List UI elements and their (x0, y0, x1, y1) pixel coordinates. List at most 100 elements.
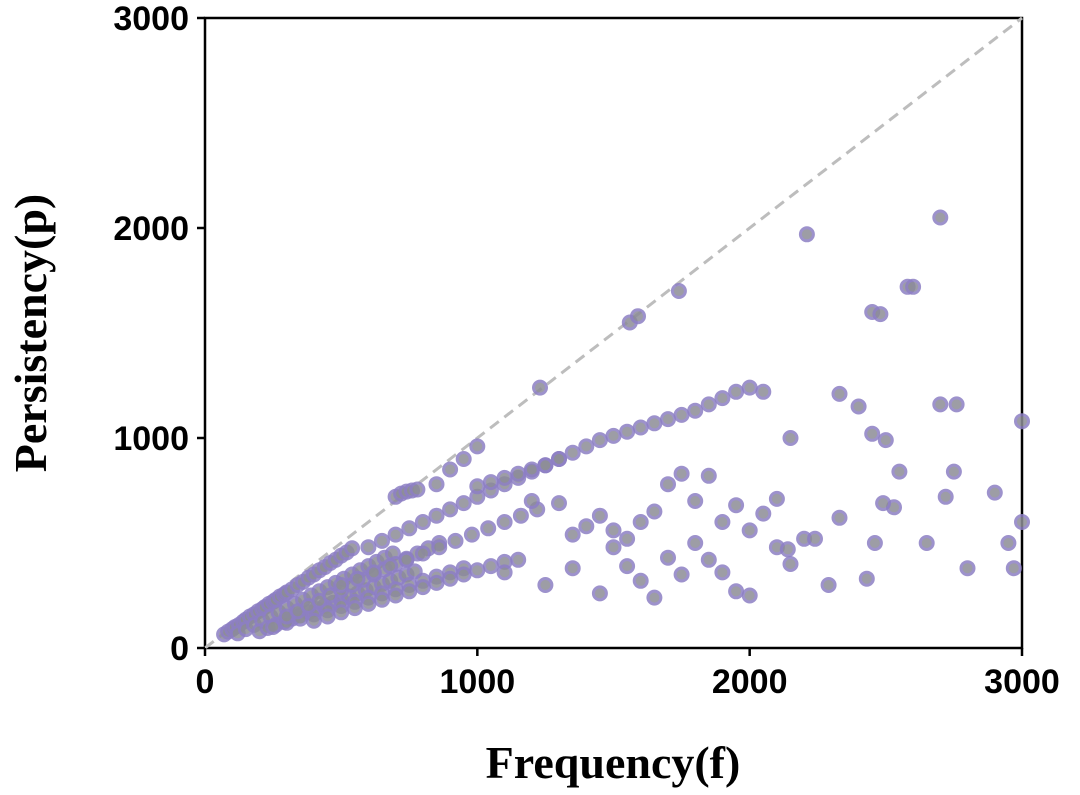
data-point (510, 465, 527, 482)
data-point (660, 411, 676, 428)
data-point (537, 577, 554, 593)
x-tick-label: 3000 (984, 663, 1060, 701)
data-point (532, 379, 548, 396)
data-point (469, 438, 486, 455)
data-point (344, 540, 361, 557)
data-point (480, 520, 497, 537)
data-point (768, 490, 785, 507)
y-tick-label: 2000 (113, 210, 189, 248)
data-point (414, 514, 431, 530)
data-point (630, 308, 646, 325)
data-point (564, 526, 581, 543)
data-point (333, 577, 350, 593)
x-axis-ticks: 0 1000 2000 3000 (196, 648, 1060, 701)
data-point (850, 398, 867, 415)
data-point (455, 566, 472, 583)
data-point (619, 558, 636, 575)
data-point (673, 465, 690, 482)
y-tick-label: 1000 (113, 420, 189, 458)
data-point (496, 469, 513, 486)
x-axis-label: Frequency(f) (486, 737, 741, 788)
data-point (877, 432, 894, 449)
data-point (782, 556, 799, 572)
data-point (687, 402, 704, 419)
data-point (401, 520, 418, 537)
data-point (431, 539, 448, 556)
data-point (455, 495, 472, 512)
data-point (496, 514, 513, 530)
data-point (632, 514, 649, 530)
data-point (755, 383, 772, 400)
data-point (619, 423, 636, 440)
data-point (831, 385, 848, 402)
data-point (646, 589, 663, 606)
data-point (632, 572, 649, 589)
data-point (591, 432, 608, 449)
data-point (937, 488, 954, 505)
data-point (807, 530, 823, 547)
data-point (831, 509, 848, 526)
data-point (360, 595, 377, 612)
data-point (564, 444, 581, 461)
data-point (551, 495, 567, 512)
data-point (700, 396, 717, 413)
data-point (455, 451, 472, 467)
data-point (605, 539, 622, 556)
data-point (619, 530, 636, 547)
data-point (646, 415, 663, 432)
data-points-layer (216, 209, 1030, 643)
data-point (523, 461, 540, 478)
data-point (1014, 514, 1030, 530)
data-point (409, 481, 426, 498)
data-point (578, 438, 595, 455)
data-point (428, 574, 445, 591)
data-point (374, 591, 390, 608)
data-point (741, 379, 758, 396)
data-point (986, 484, 1003, 501)
data-point (660, 549, 676, 566)
y-axis-label: Persistency(p) (5, 194, 56, 472)
data-point (714, 564, 731, 581)
reference-line-layer (204, 16, 1023, 650)
data-point (442, 501, 459, 518)
data-point (779, 541, 796, 558)
data-point (741, 587, 758, 604)
data-point (670, 283, 687, 299)
data-point (442, 461, 459, 478)
data-point (728, 497, 745, 514)
data-point (820, 577, 837, 593)
data-point (687, 493, 704, 509)
data-point (605, 427, 622, 444)
data-point (932, 209, 949, 226)
data-point (401, 583, 418, 600)
data-point (798, 226, 815, 243)
data-point (496, 564, 513, 581)
data-point (646, 503, 663, 520)
data-point (564, 560, 581, 577)
x-tick-label: 0 (196, 663, 215, 701)
y-tick-label: 3000 (113, 0, 189, 38)
y-axis-ticks: 0 1000 2000 3000 (113, 0, 205, 668)
data-point (782, 430, 799, 446)
data-point (510, 551, 527, 568)
data-point (463, 526, 480, 543)
data-point (1000, 535, 1017, 551)
data-point (1014, 413, 1030, 430)
data-point (673, 406, 690, 423)
data-point (945, 463, 962, 480)
data-point (512, 507, 529, 524)
data-point (918, 535, 935, 551)
data-point (482, 558, 499, 575)
data-point (687, 535, 704, 551)
data-point (728, 583, 745, 600)
data-point (537, 457, 554, 474)
data-point (755, 505, 772, 522)
data-point (428, 476, 445, 493)
y-tick-label: 0 (170, 630, 189, 668)
data-point (349, 570, 366, 587)
data-point (387, 526, 404, 543)
data-point (365, 564, 382, 581)
data-point (305, 612, 322, 629)
diagonal-reference-line (204, 16, 1023, 650)
